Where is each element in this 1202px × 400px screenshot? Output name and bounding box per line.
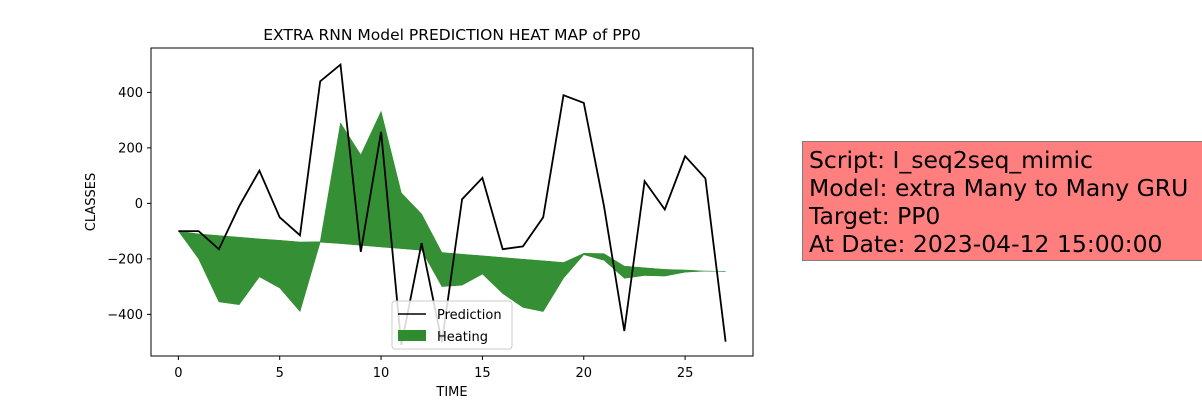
- y-axis-label: CLASSES: [84, 173, 99, 231]
- legend-prediction-label: Prediction: [437, 308, 502, 323]
- x-tick-label: 10: [373, 366, 390, 381]
- prediction-line-layer: [178, 62, 727, 346]
- info-date-line: At Date: 2023-04-12 15:00:00: [809, 230, 1163, 258]
- prediction-line: [178, 62, 727, 346]
- legend-heating-label: Heating: [437, 330, 488, 345]
- plot-frame: [150, 47, 754, 357]
- x-tick-label: 5: [276, 366, 284, 381]
- info-model-line: Model: extra Many to Many GRU: [809, 174, 1189, 202]
- x-tick-label: 20: [575, 366, 592, 381]
- y-tick-label: −200: [107, 252, 143, 267]
- y-tick-label: −400: [107, 308, 143, 323]
- chart-title: EXTRA RNN Model PREDICTION HEAT MAP of P…: [263, 26, 641, 44]
- y-tick-label: 0: [135, 197, 143, 212]
- info-target-line: Target: PP0: [809, 202, 941, 230]
- y-tick-label: 400: [118, 86, 143, 101]
- x-axis-label: TIME: [435, 385, 467, 400]
- y-axis: −400 −200 0 200 400: [107, 86, 151, 323]
- x-tick-label: 15: [474, 366, 491, 381]
- heating-area: [177, 110, 726, 313]
- x-axis: 0 5 10 15 20 25: [174, 356, 693, 381]
- x-tick-label: 25: [677, 366, 694, 381]
- info-script-line: Script: I_seq2seq_mimic: [809, 146, 1093, 174]
- x-tick-label: 0: [174, 366, 182, 381]
- info-box: Script: I_seq2seq_mimic Model: extra Man…: [802, 141, 1202, 261]
- legend-heating-swatch: [398, 330, 426, 341]
- y-tick-label: 200: [118, 141, 143, 156]
- heating-area-layer: [177, 110, 726, 313]
- legend: Prediction Heating: [391, 300, 513, 350]
